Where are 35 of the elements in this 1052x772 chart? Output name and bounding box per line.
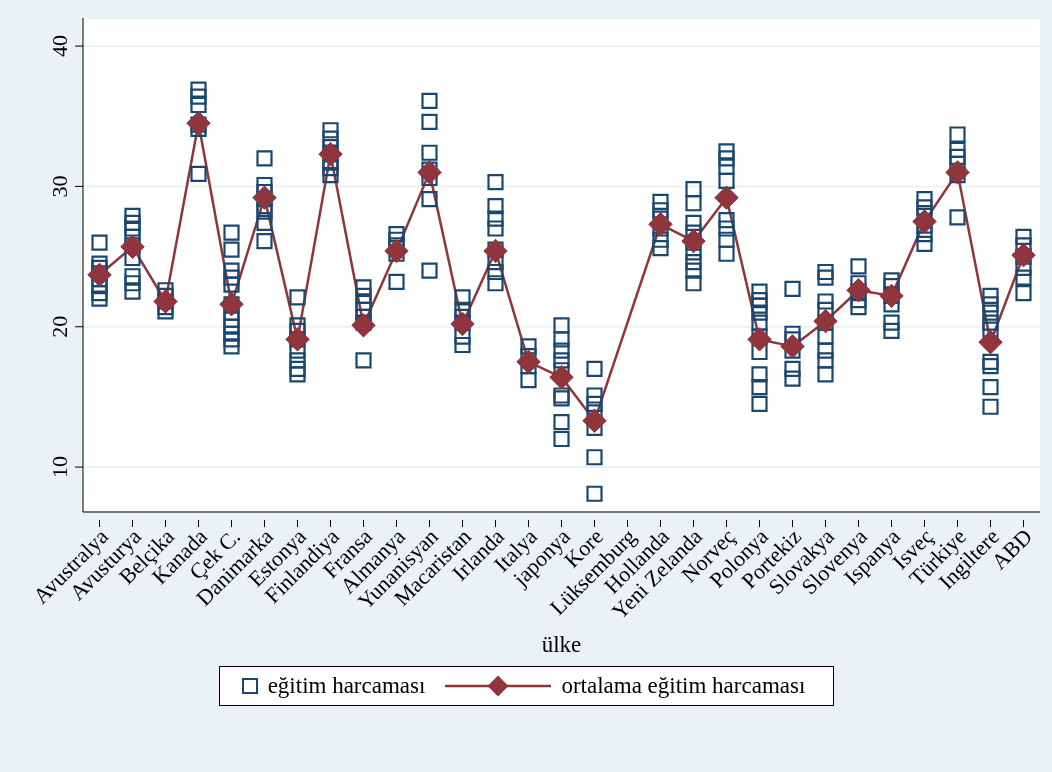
y-tick-label: 20 [47,315,72,338]
point [714,185,739,210]
point [252,185,277,210]
point [120,234,145,259]
point [417,160,442,185]
y-tick-label: 30 [47,175,72,198]
point [153,289,178,314]
point [879,283,904,309]
y-tick-label: 40 [47,35,72,58]
point [516,349,541,375]
x-axis-title: ülke [541,632,582,657]
point [219,292,244,317]
point [978,329,1003,355]
point [1011,242,1036,268]
point [351,313,376,338]
legend-label: ortalama eğitim harcaması [561,673,806,699]
point [87,262,112,288]
point [747,327,772,352]
point [186,111,211,136]
point [582,408,607,433]
point [318,141,343,167]
legend-label: eğitim harcaması [267,673,426,699]
point [648,212,673,237]
point [483,238,508,264]
point [912,209,937,234]
point [945,160,970,185]
point [549,365,574,390]
y-tick-label: 10 [47,456,72,479]
point [285,327,310,352]
point [846,278,871,303]
point [450,311,475,337]
point [384,238,409,264]
point [681,228,706,254]
point [780,334,805,359]
point [813,308,838,334]
